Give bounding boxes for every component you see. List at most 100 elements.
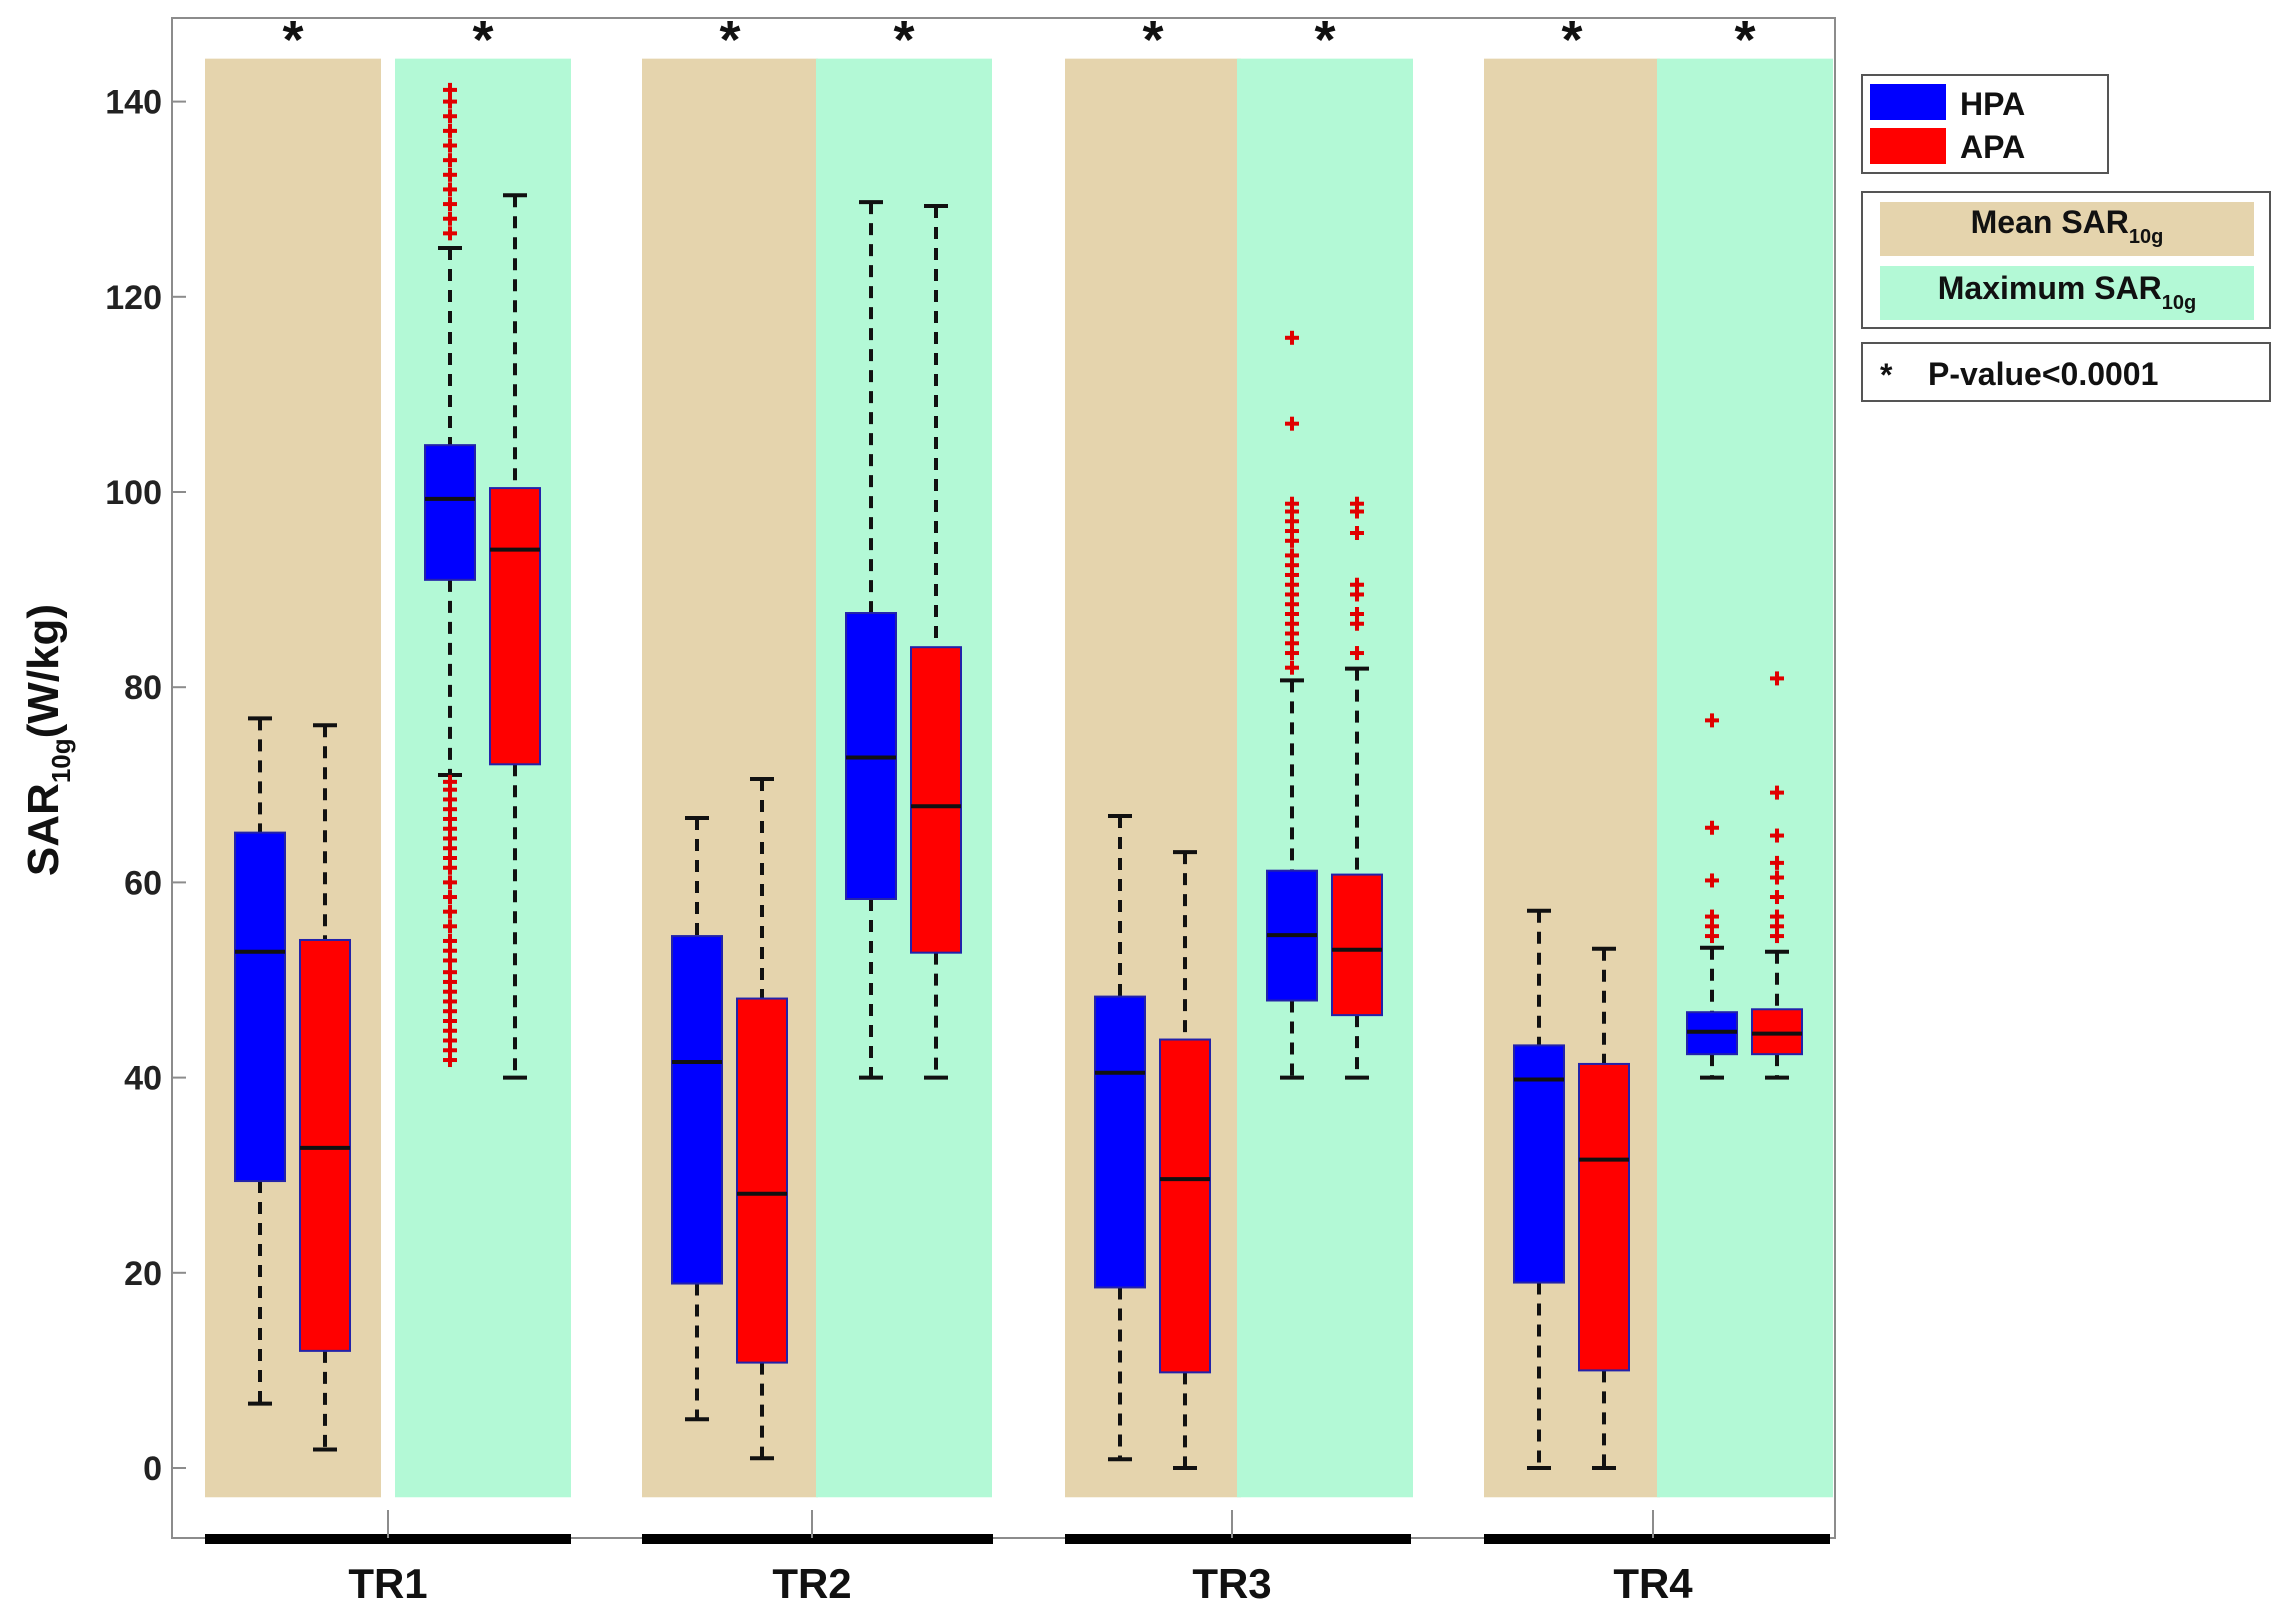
outlier-marker xyxy=(1285,548,1299,563)
outlier-marker xyxy=(443,226,457,241)
y-tick-label-140: 140 xyxy=(105,84,162,122)
legend-mean-swatch xyxy=(1880,202,2254,256)
significance-star-5: * xyxy=(1142,10,1163,70)
outlier-marker xyxy=(443,211,457,226)
outlier-marker xyxy=(1705,713,1719,728)
panel-background-7 xyxy=(1484,58,1660,1498)
y-tick-label-60: 60 xyxy=(124,864,162,902)
box-tr2-max-apa xyxy=(910,204,962,1080)
significance-star-8: * xyxy=(1734,10,1755,70)
outlier-marker xyxy=(443,138,457,153)
outlier-marker xyxy=(443,919,457,934)
box-tr4-mean-apa xyxy=(1578,946,1630,1470)
outlier-marker xyxy=(1770,890,1784,905)
group-label-tr3: TR3 xyxy=(1192,1560,1271,1607)
significance-star-3: * xyxy=(719,10,740,70)
y-tick-label-20: 20 xyxy=(124,1255,162,1293)
significance-star-6: * xyxy=(1314,10,1335,70)
y-axis-title: SAR10g(W/kg) xyxy=(19,604,76,876)
outlier-marker xyxy=(443,82,457,97)
legend: HPA APA Mean SAR10g Maximum SAR10g * P-v… xyxy=(1861,74,2271,402)
y-tick-label-40: 40 xyxy=(124,1060,162,1098)
outlier-marker xyxy=(1285,330,1299,345)
group-bar-tr3 xyxy=(1065,1534,1411,1544)
outlier-marker xyxy=(1770,671,1784,686)
box-tr4-max-apa xyxy=(1751,671,1803,1080)
legend-note-text: P-value<0.0001 xyxy=(1928,356,2158,392)
box-tr4-max-hpa xyxy=(1686,713,1738,1080)
outlier-marker xyxy=(443,933,457,948)
legend-max-swatch xyxy=(1880,266,2254,320)
panel-background-3 xyxy=(642,58,818,1498)
outlier-marker xyxy=(1285,416,1299,431)
y-axis: 0 20 40 60 80 100 120 140 xyxy=(105,84,186,1488)
panel-background-8 xyxy=(1657,58,1833,1498)
box-iqr xyxy=(736,997,788,1364)
box-iqr xyxy=(1331,873,1383,1017)
y-tick-label-0: 0 xyxy=(143,1450,162,1488)
box-iqr xyxy=(489,487,541,766)
y-tick-label-80: 80 xyxy=(124,669,162,707)
outlier-marker xyxy=(1350,525,1364,540)
group-label-tr2: TR2 xyxy=(772,1560,851,1607)
outlier-marker xyxy=(1705,820,1719,835)
legend-note-box xyxy=(1861,342,2271,402)
box-iqr xyxy=(299,938,351,1352)
outlier-marker xyxy=(443,197,457,212)
significance-star-7: * xyxy=(1561,10,1582,70)
group-label-tr4: TR4 xyxy=(1613,1560,1693,1607)
box-tr3-mean-hpa xyxy=(1094,814,1146,1462)
outlier-marker xyxy=(443,904,457,919)
box-iqr xyxy=(424,444,476,581)
box-iqr xyxy=(1094,995,1146,1289)
panel-background-1 xyxy=(205,58,381,1498)
box-tr1-mean-hpa xyxy=(234,716,286,1406)
outlier-marker xyxy=(443,123,457,138)
group-label-tr1: TR1 xyxy=(348,1560,427,1607)
outlier-marker xyxy=(1350,646,1364,661)
legend-mean-label: Mean SAR10g xyxy=(1971,204,2164,248)
outlier-marker xyxy=(443,890,457,905)
outlier-marker xyxy=(443,153,457,168)
y-axis-label: SAR10g(W/kg) xyxy=(19,604,76,876)
box-tr2-mean-hpa xyxy=(671,815,723,1422)
outlier-marker xyxy=(443,875,457,890)
outlier-marker xyxy=(1350,496,1364,511)
legend-apa-label: APA xyxy=(1960,129,2025,165)
outlier-marker xyxy=(1770,828,1784,843)
outlier-marker xyxy=(443,109,457,124)
outlier-marker xyxy=(1770,855,1784,870)
legend-hpa-swatch xyxy=(1870,84,1946,120)
group-bar-tr1 xyxy=(205,1534,571,1544)
y-tick-label-100: 100 xyxy=(105,474,162,512)
legend-max-label: Maximum SAR10g xyxy=(1938,270,2197,314)
outlier-marker xyxy=(443,182,457,197)
box-tr4-mean-hpa xyxy=(1513,908,1565,1470)
outlier-marker xyxy=(1285,496,1299,511)
outlier-marker xyxy=(1770,870,1784,885)
box-iqr xyxy=(1159,1038,1211,1374)
box-tr3-mean-apa xyxy=(1159,850,1211,1470)
outlier-marker xyxy=(443,167,457,182)
significance-star-4: * xyxy=(893,10,914,70)
panel-background-5 xyxy=(1065,58,1241,1498)
outlier-marker xyxy=(1705,909,1719,924)
legend-hpa-label: HPA xyxy=(1960,86,2025,122)
box-iqr xyxy=(234,831,286,1183)
box-iqr xyxy=(910,646,962,954)
panel-background-4 xyxy=(816,58,992,1498)
group-bar-tr2 xyxy=(642,1534,993,1544)
legend-note-symbol: * xyxy=(1880,357,1893,393)
outlier-marker xyxy=(1770,785,1784,800)
outlier-marker xyxy=(443,774,457,789)
box-tr3-max-apa xyxy=(1331,496,1383,1080)
outlier-marker xyxy=(1350,577,1364,592)
box-series xyxy=(234,82,1803,1470)
outlier-marker xyxy=(1770,909,1784,924)
panel-background-6 xyxy=(1237,58,1413,1498)
group-bar-tr4 xyxy=(1484,1534,1830,1544)
legend-apa-swatch xyxy=(1870,128,1946,164)
outlier-marker xyxy=(1705,873,1719,888)
panel-background-2 xyxy=(395,58,571,1498)
outlier-marker xyxy=(443,94,457,109)
